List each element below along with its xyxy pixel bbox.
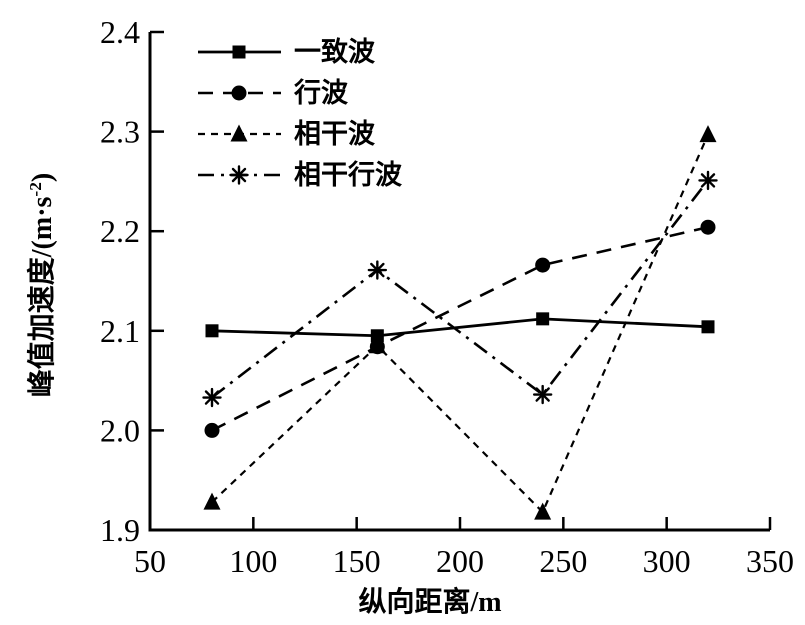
- legend-label: 相干行波: [294, 159, 403, 190]
- marker-circle: [535, 257, 551, 273]
- y-axis-label-text: 峰值加速度/(m·s: [27, 196, 58, 398]
- marker-asterisk: [532, 384, 553, 405]
- marker-square: [536, 312, 550, 326]
- y-tick-label: 2.0: [100, 412, 140, 448]
- x-tick-label: 200: [436, 543, 484, 579]
- series-line-asterisk: [211, 179, 710, 399]
- legend-item-2: 相干波: [198, 119, 376, 149]
- marker-circle: [700, 219, 716, 235]
- marker-triangle: [534, 502, 552, 520]
- axes: [148, 32, 770, 532]
- series-line-triangle: [211, 134, 710, 514]
- legend-marker-square: [232, 45, 246, 59]
- y-tick-label: 1.9: [100, 512, 140, 548]
- x-tick-label: 350: [746, 543, 794, 579]
- x-tick-label: 150: [333, 543, 381, 579]
- y-tick-label: 2.3: [100, 114, 140, 150]
- y-tick-label: 2.4: [100, 14, 140, 50]
- x-tick-label: 300: [643, 543, 691, 579]
- marker-asterisk: [367, 260, 388, 280]
- y-axis-label-superscript: -2: [26, 182, 45, 197]
- legend-label: 行波: [293, 77, 349, 108]
- y-axis-label-close: ): [27, 172, 58, 183]
- legend-label: 相干波: [294, 119, 376, 149]
- y-axis-label: 峰值加速度/(m·s-2): [18, 110, 58, 460]
- series-line-circle: [211, 225, 709, 432]
- series-lines: [211, 134, 710, 514]
- series-markers: [202, 125, 718, 520]
- x-tick-label: 250: [539, 543, 587, 579]
- marker-square: [701, 320, 715, 334]
- legend-item-3: 相干行波: [198, 159, 403, 190]
- tick-labels: 1.9 2.0 2.1 2.2 2.3 2.4 50 100 150 200 250 300 350: [100, 14, 794, 579]
- legend-marker-circle: [231, 85, 247, 101]
- marker-asterisk: [698, 170, 718, 191]
- axis-lines: [148, 32, 770, 532]
- marker-triangle: [203, 492, 221, 510]
- legend-marker-asterisk: [229, 165, 249, 185]
- x-tick-label: 100: [229, 543, 277, 579]
- x-tick-label: 50: [134, 543, 166, 579]
- marker-square: [205, 324, 219, 338]
- legend-item-1: 行波: [198, 77, 349, 108]
- marker-circle: [204, 422, 220, 438]
- x-axis-label: 纵向距离/m: [358, 587, 502, 618]
- legend-marker-triangle: [230, 124, 248, 142]
- marker-square: [370, 329, 384, 343]
- ticks: [148, 30, 772, 532]
- marker-asterisk: [202, 387, 222, 408]
- y-tick-label: 2.2: [100, 213, 140, 249]
- marker-triangle: [699, 125, 717, 143]
- marker-circle: [369, 339, 385, 355]
- legend-item-0: 一致波: [198, 36, 376, 67]
- y-tick-label: 2.1: [100, 313, 140, 349]
- legend-label: 一致波: [294, 36, 376, 67]
